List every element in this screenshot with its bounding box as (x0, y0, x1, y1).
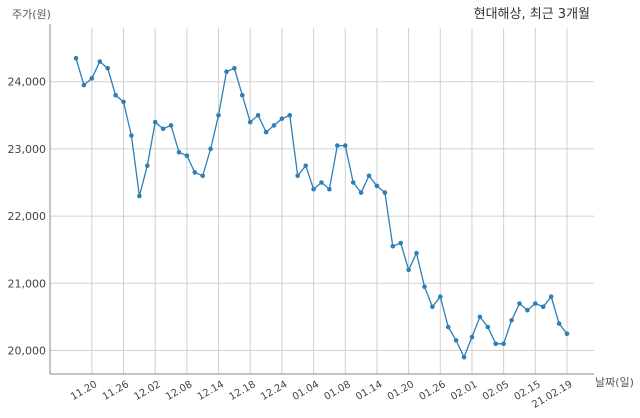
data-point (525, 307, 530, 313)
x-tick-label: 12.18 (227, 379, 257, 403)
price-series-line (75, 58, 568, 359)
data-point (485, 324, 491, 330)
data-point (311, 186, 316, 192)
data-point (216, 113, 221, 118)
x-tick-label: 02.01 (449, 379, 479, 403)
data-point (533, 301, 538, 306)
x-axis-label: 날짜(일) (595, 375, 634, 389)
data-point (255, 113, 261, 118)
data-point (279, 116, 285, 121)
data-point (556, 321, 562, 326)
data-point (303, 163, 309, 168)
x-tick-label: 01.20 (386, 379, 416, 403)
data-point (469, 334, 475, 340)
data-point (168, 123, 174, 128)
data-point (406, 267, 411, 273)
x-tick-label: 11.26 (101, 379, 131, 403)
x-tick-label: 01.04 (291, 379, 321, 403)
data-point (176, 150, 182, 155)
data-point (501, 341, 506, 347)
data-point (271, 123, 277, 128)
data-point (445, 324, 451, 330)
data-point (200, 173, 205, 179)
data-point (374, 183, 380, 189)
data-point (208, 146, 213, 152)
data-point (430, 304, 435, 310)
data-point (350, 180, 356, 185)
data-point (224, 69, 229, 74)
x-tick-label: 01.14 (354, 379, 384, 403)
data-point (343, 143, 348, 148)
data-point (152, 119, 158, 125)
data-point (81, 82, 87, 88)
data-point (366, 173, 372, 179)
data-point (240, 92, 245, 98)
data-point (398, 240, 404, 246)
y-tick-label: 20,000 (8, 344, 47, 357)
data-point (548, 294, 554, 300)
data-point (540, 304, 546, 310)
data-point (382, 190, 388, 195)
data-point (319, 180, 324, 185)
data-point (160, 126, 166, 132)
data-point (509, 318, 514, 323)
data-point (121, 99, 126, 105)
data-point (105, 66, 110, 71)
data-point (422, 284, 427, 290)
x-tick-label: 02.05 (481, 379, 511, 403)
y-tick-label: 22,000 (8, 210, 47, 223)
data-point (358, 190, 364, 195)
x-tick-label: 01.08 (322, 379, 352, 403)
series-layer (73, 55, 570, 360)
data-point (73, 55, 79, 61)
data-point (517, 301, 522, 306)
y-tick-label: 24,000 (8, 76, 47, 89)
x-tick-label: 11.20 (69, 379, 99, 403)
y-axis-label: 주가(원) (12, 8, 51, 21)
data-point (564, 331, 570, 337)
chart-title: 현대해상, 최근 3개월 (474, 7, 590, 22)
data-point (232, 66, 237, 71)
x-tick-label: 12.24 (259, 379, 289, 403)
data-point (287, 113, 293, 118)
data-point (295, 173, 301, 179)
data-point (129, 133, 134, 138)
data-point (263, 129, 269, 135)
x-tick-label: 12.08 (164, 379, 194, 403)
data-point (192, 170, 198, 175)
data-point (335, 143, 340, 148)
x-tick-label: 01.26 (417, 379, 447, 403)
data-point (414, 250, 419, 256)
x-tick-label: 12.14 (196, 379, 226, 403)
data-point (89, 76, 95, 81)
data-point (327, 186, 332, 192)
data-point (137, 193, 142, 199)
data-point (390, 244, 396, 249)
data-point (477, 314, 483, 320)
grid-layer (50, 28, 594, 374)
x-tick-label: 12.02 (132, 379, 162, 403)
data-point (493, 341, 499, 347)
data-point (97, 59, 103, 64)
data-point (247, 119, 253, 125)
data-point (113, 92, 118, 98)
y-tick-label: 23,000 (8, 143, 47, 156)
data-point (453, 338, 459, 343)
data-point (145, 163, 150, 168)
data-point (438, 294, 443, 300)
data-point (461, 354, 467, 360)
y-tick-label: 21,000 (8, 277, 47, 290)
data-point (184, 153, 190, 158)
